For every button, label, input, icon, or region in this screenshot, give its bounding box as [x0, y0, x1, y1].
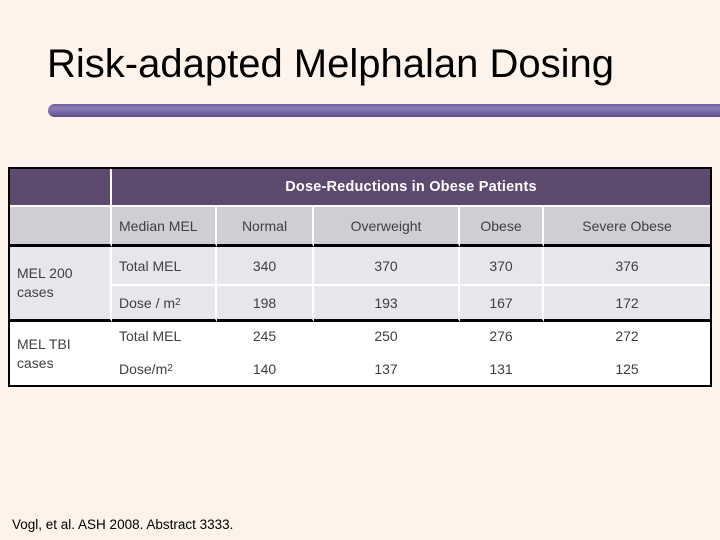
metric-label-mel200-total: Total MEL: [112, 247, 217, 286]
data-cell-meltbi-dose-obese: 131: [460, 352, 544, 385]
data-cell-mel200-total-overweight: 370: [314, 247, 460, 286]
data-cell-meltbi-total-obese: 276: [460, 322, 544, 352]
data-cell-meltbi-dose-severe: 125: [544, 352, 710, 385]
data-cell-meltbi-dose-overweight: 137: [314, 352, 460, 385]
colheader-overweight: Overweight: [314, 207, 460, 247]
metric-label-text: Dose/m: [119, 360, 168, 377]
table-corner-cell: [10, 169, 112, 207]
data-cell-meltbi-dose-normal: 140: [217, 352, 314, 385]
data-cell-mel200-dose-severe: 172: [544, 286, 710, 322]
metric-label-text: Dose / m: [119, 294, 176, 311]
colheader-median-mel: Median MEL: [112, 207, 217, 247]
colheader-obese: Obese: [460, 207, 544, 247]
citation: Vogl, et al. ASH 2008. Abstract 3333.: [12, 517, 234, 532]
data-cell-mel200-dose-overweight: 193: [314, 286, 460, 322]
data-cell-meltbi-total-normal: 245: [217, 322, 314, 352]
colheader-empty: [10, 207, 112, 247]
data-cell-mel200-dose-obese: 167: [460, 286, 544, 322]
data-cell-mel200-dose-normal: 198: [217, 286, 314, 322]
metric-label-meltbi-total: Total MEL: [112, 322, 217, 352]
data-cell-mel200-total-normal: 340: [217, 247, 314, 286]
colheader-severe-obese: Severe Obese: [544, 207, 710, 247]
accent-bar: [48, 104, 720, 117]
data-cell-mel200-total-obese: 370: [460, 247, 544, 286]
slide-title: Risk-adapted Melphalan Dosing: [47, 42, 614, 86]
table-banner: Dose-Reductions in Obese Patients: [112, 169, 710, 207]
metric-label-meltbi-dose: Dose/m 2: [112, 352, 217, 385]
group-label-mel200: MEL 200 cases: [10, 247, 112, 322]
group-label-meltbi: MEL TBI cases: [10, 322, 112, 385]
data-cell-mel200-total-severe: 376: [544, 247, 710, 286]
data-cell-meltbi-total-overweight: 250: [314, 322, 460, 352]
colheader-normal: Normal: [217, 207, 314, 247]
dose-reduction-table: Dose-Reductions in Obese Patients Median…: [8, 167, 712, 387]
data-cell-meltbi-total-severe: 272: [544, 322, 710, 352]
